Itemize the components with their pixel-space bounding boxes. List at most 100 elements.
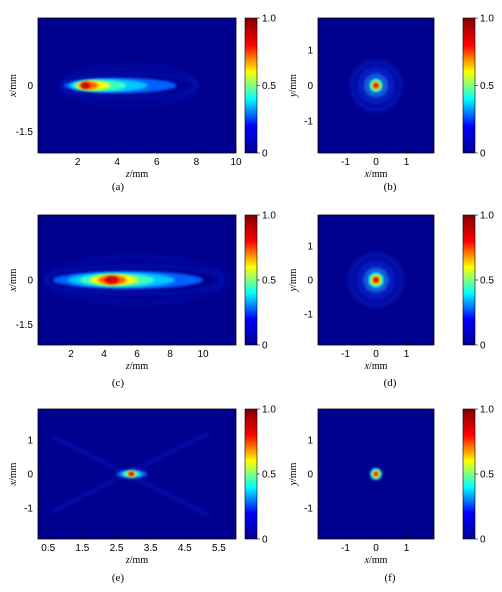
y-tick-label: -1 — [304, 117, 313, 128]
diffraction-ring — [348, 252, 404, 308]
diffraction-ring — [362, 266, 390, 294]
colorbar-tick-label: 0 — [262, 341, 268, 352]
x-axis-label: x/mm — [364, 361, 388, 372]
colorbar-tick-label: 0 — [480, 149, 486, 160]
panel-e: 0.5 1.5 2.5 3.5 4.5 5.5 1 0 -1 z/mm x/mm 1.0 0.5 0 (e… — [0, 395, 276, 592]
diffraction-ring — [357, 66, 395, 105]
colorbar-tick-label: 1.0 — [480, 405, 494, 416]
field-intensity — [60, 64, 198, 107]
side-lobe — [60, 64, 198, 107]
heatmap-c: 2 4 6 8 10 0 -1.5 z/mm x/mm 1.0 0.5 0 — [8, 211, 276, 373]
x-tick-label: 0.5 — [41, 543, 55, 554]
colorbar-tick-label: 1.0 — [480, 211, 494, 222]
colorbar-tick-label: 0.5 — [480, 470, 494, 481]
y-axis-label: x/mm — [8, 462, 19, 486]
x-tick-label: 10 — [230, 157, 242, 168]
panel-f: -1 0 1 1 0 -1 x/mm y/mm 1.0 0.5 0 (f) — [260, 395, 502, 592]
x-tick-label: 2.5 — [110, 543, 124, 554]
heatmap-e: 0.5 1.5 2.5 3.5 4.5 5.5 1 0 -1 z/mm x/mm 1.0 0.5 0 — [8, 405, 276, 567]
y-axis-label: y/mm — [288, 268, 299, 292]
x-tick-label: 4 — [101, 349, 107, 360]
x-tick-label: 1.5 — [75, 543, 89, 554]
colorbar-tick-label: 0 — [480, 535, 486, 546]
intensity-layer — [128, 472, 135, 476]
x-axis-label: x/mm — [364, 555, 388, 566]
heatmap-b: -1 0 1 1 0 -1 x/mm y/mm 1.0 0.5 0 — [288, 14, 494, 181]
caption-f: (f) — [384, 572, 396, 584]
heatmap-f: -1 0 1 1 0 -1 x/mm y/mm 1.0 0.5 0 — [288, 405, 494, 567]
y-tick-label: 0 — [27, 276, 33, 287]
caption-d: (d) — [383, 377, 397, 389]
x-tick-label: 1 — [404, 349, 410, 360]
y-axis-label: x/mm — [8, 74, 19, 98]
x-tick-label: 8 — [194, 157, 200, 168]
y-tick-label: 0 — [307, 81, 313, 92]
colorbar — [462, 17, 476, 154]
intensity-layer — [373, 83, 379, 88]
caption-e: (e) — [111, 572, 125, 584]
x-axis-label: z/mm — [125, 555, 148, 566]
side-lobe — [45, 255, 224, 305]
x-tick-label: 1 — [404, 157, 410, 168]
x-axis-label: x/mm — [364, 169, 388, 180]
colorbar-tick-label: 0.5 — [480, 276, 494, 287]
diffraction-ring — [356, 260, 396, 300]
intensity-layer — [373, 277, 379, 283]
x-tick-label: 4 — [114, 157, 120, 168]
colorbar-tick-label: 0 — [262, 149, 268, 160]
y-tick-label: 0 — [307, 470, 313, 481]
colorbar-tick-label: 1.0 — [262, 14, 276, 25]
x-tick-label: -1 — [341, 349, 350, 360]
colorbar-tick-label: 1.0 — [480, 14, 494, 25]
heatmap-a: 2 4 6 8 10 0 -1.5 z/mm x/mm 1.0 0.5 0 — [8, 14, 276, 181]
field-intensity — [50, 431, 210, 517]
colorbar-tick-label: 0 — [262, 535, 268, 546]
caption-b: (b) — [383, 181, 397, 193]
y-axis-label: x/mm — [8, 268, 19, 292]
x-tick-label: 6 — [134, 349, 140, 360]
x-tick-label: 0 — [373, 349, 379, 360]
x-axis-label: z/mm — [125, 169, 148, 180]
x-tick-label: 1 — [404, 543, 410, 554]
colorbar-tick-label: 0.5 — [262, 470, 276, 481]
y-tick-label: 0 — [307, 276, 313, 287]
y-tick-label: -1 — [304, 310, 313, 321]
colorbar — [244, 17, 258, 154]
colorbar-tick-label: 0 — [480, 341, 486, 352]
caption-a: (a) — [111, 181, 125, 193]
panel-a: 2 4 6 8 10 0 -1.5 z/mm x/mm 1.0 0.5 0 (a) — [0, 0, 276, 200]
caption-c: (c) — [111, 377, 125, 389]
field-intensity — [348, 252, 404, 308]
x-tick-label: 3.5 — [144, 543, 158, 554]
panel-c: 2 4 6 8 10 0 -1.5 z/mm x/mm 1.0 0.5 0 (c) — [0, 200, 276, 395]
diffraction-ring — [350, 59, 402, 112]
y-tick-label: -1.5 — [16, 320, 34, 331]
panel-d: -1 0 1 1 0 -1 x/mm y/mm 1.0 0.5 0 (d) — [260, 200, 502, 395]
x-tick-label: -1 — [341, 543, 350, 554]
y-tick-label: -1 — [24, 504, 33, 515]
colorbar — [244, 408, 258, 540]
colorbar-tick-label: 0.5 — [262, 81, 276, 92]
x-tick-label: 6 — [154, 157, 160, 168]
colorbar-tick-label: 0.5 — [262, 276, 276, 287]
x-tick-label: 4.5 — [178, 543, 192, 554]
intensity-layer — [80, 82, 91, 89]
y-tick-label: 0 — [27, 81, 33, 92]
diffraction-ring — [363, 72, 389, 99]
x-tick-label: -1 — [341, 157, 350, 168]
panel-b: -1 0 1 1 0 -1 x/mm y/mm 1.0 0.5 0 (b) — [260, 0, 502, 200]
field-intensity — [370, 468, 382, 480]
y-tick-label: -1 — [304, 504, 313, 515]
intensity-layer — [374, 472, 378, 476]
x-tick-label: 5.5 — [212, 543, 226, 554]
y-axis-label: y/mm — [288, 462, 299, 486]
colorbar — [244, 214, 258, 346]
y-axis-label: y/mm — [288, 74, 299, 98]
colorbar-tick-label: 1.0 — [262, 211, 276, 222]
colorbar-tick-label: 1.0 — [262, 405, 276, 416]
colorbar — [462, 214, 476, 346]
x-tick-label: 10 — [197, 349, 209, 360]
x-tick-label: 2 — [75, 157, 81, 168]
x-tick-label: 2 — [68, 349, 74, 360]
x-tick-label: 8 — [167, 349, 173, 360]
